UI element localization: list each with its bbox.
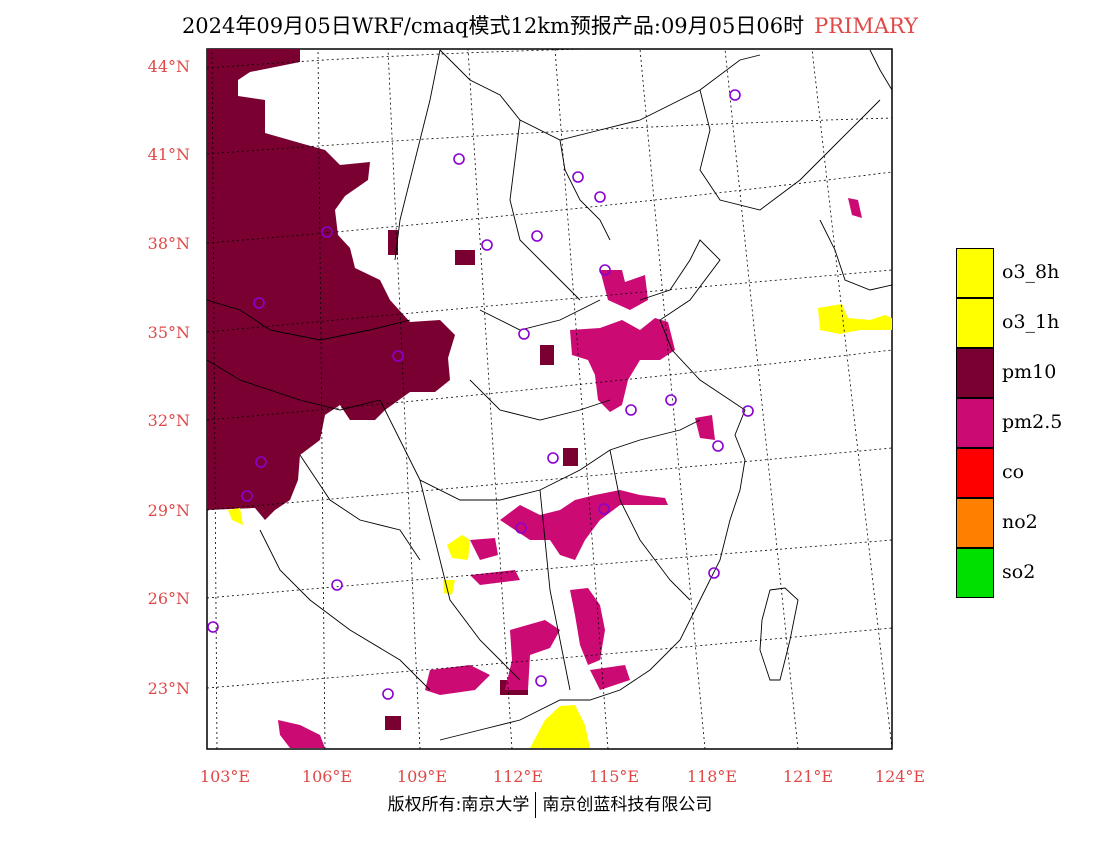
- boundaries: [207, 49, 892, 741]
- pm25-regions: [278, 198, 862, 748]
- copyright-footer: 版权所有:南京大学 南京创蓝科技有限公司: [0, 790, 1100, 818]
- copyright-right: 南京创蓝科技有限公司: [542, 795, 713, 815]
- legend-swatch: [956, 498, 994, 548]
- lon-label: 106°E: [302, 767, 352, 786]
- map-title: 2024年09月05日WRF/cmaq模式12km预报产品:09月05日06时 P…: [0, 10, 1100, 40]
- legend-swatch: [956, 248, 994, 298]
- legend-item-pm10: pm10: [956, 348, 1056, 398]
- city-markers: [207, 89, 754, 700]
- legend-swatch: [956, 348, 994, 398]
- lat-label: 29°N: [148, 501, 190, 520]
- pollutant-legend: o3_8h o3_1h pm10 pm2.5 co no2 so2: [956, 248, 1062, 598]
- legend-swatch: [956, 398, 994, 448]
- lon-label: 115°E: [589, 767, 639, 786]
- legend-item-no2: no2: [956, 498, 1038, 548]
- legend-label: o3_8h: [1002, 261, 1060, 283]
- legend-item-co: co: [956, 448, 1024, 498]
- legend-item-o3-1h: o3_1h: [956, 298, 1059, 348]
- lat-label: 38°N: [148, 234, 190, 253]
- lon-label: 124°E: [875, 767, 925, 786]
- legend-label: pm10: [1002, 361, 1057, 383]
- legend-item-o3-8h: o3_8h: [956, 248, 1059, 298]
- lat-label: 32°N: [148, 411, 190, 430]
- legend-swatch: [956, 548, 994, 598]
- legend-label: co: [1002, 461, 1025, 483]
- primary-badge: PRIMARY: [814, 14, 919, 38]
- legend-swatch: [956, 448, 994, 498]
- o3-regions: [228, 304, 892, 748]
- lon-label: 103°E: [200, 767, 250, 786]
- legend-label: so2: [1002, 561, 1036, 583]
- footer-divider: [535, 792, 537, 818]
- lat-label: 35°N: [148, 323, 190, 342]
- lat-label: 23°N: [148, 679, 190, 698]
- legend-label: no2: [1002, 511, 1038, 533]
- legend-label: o3_1h: [1002, 311, 1060, 333]
- legend-item-so2: so2: [956, 548, 1035, 598]
- title-text: 2024年09月05日WRF/cmaq模式12km预报产品:09月05日06时: [181, 14, 805, 38]
- legend-swatch: [956, 298, 994, 348]
- legend-label: pm2.5: [1002, 411, 1063, 433]
- lat-label: 26°N: [148, 589, 190, 608]
- lon-label: 112°E: [493, 767, 543, 786]
- lat-label: 41°N: [148, 145, 190, 164]
- lon-label: 109°E: [397, 767, 447, 786]
- lat-label: 44°N: [148, 57, 190, 76]
- lat-labels: 44°N 41°N 38°N 35°N 32°N 29°N 26°N 23°N: [148, 57, 190, 698]
- copyright-left: 版权所有:南京大学: [387, 795, 530, 815]
- legend-item-pm25: pm2.5: [956, 398, 1062, 448]
- lon-label: 118°E: [687, 767, 737, 786]
- lon-labels: 103°E 106°E 109°E 112°E 115°E 118°E 121°…: [200, 767, 925, 786]
- lon-label: 121°E: [783, 767, 833, 786]
